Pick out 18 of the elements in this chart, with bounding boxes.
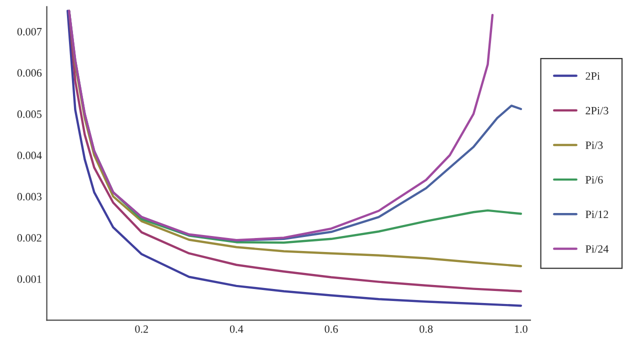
- legend-label: Pi/3: [586, 142, 603, 149]
- legend-label: Pi/12: [586, 210, 608, 218]
- y-tick-label: 0.003: [17, 192, 42, 200]
- legend-label: Pi/6: [586, 176, 603, 184]
- y-tick-label: 0.001: [17, 275, 42, 283]
- legend-label: 2Pi/3: [586, 106, 608, 114]
- y-tick-label: 0.002: [17, 234, 42, 242]
- y-tick-label: 0.006: [17, 69, 42, 77]
- y-tick-label: 0.004: [17, 152, 42, 160]
- x-tick-label: 1.0: [514, 325, 528, 333]
- legend-label: 2Pi: [586, 72, 600, 80]
- x-tick-label: 0.8: [420, 325, 433, 333]
- y-tick-label: 0.007: [17, 28, 42, 36]
- x-tick-label: 0.6: [324, 325, 338, 333]
- x-tick-label: 0.4: [230, 325, 244, 333]
- x-tick-label: 0.2: [135, 325, 148, 333]
- y-tick-label: 0.005: [17, 110, 42, 118]
- legend-label: Pi/24: [586, 245, 609, 253]
